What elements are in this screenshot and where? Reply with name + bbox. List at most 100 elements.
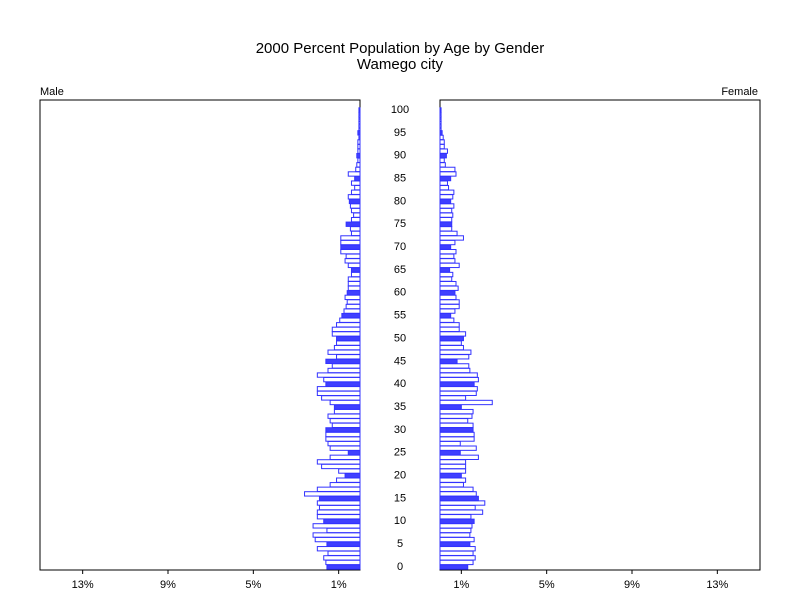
- bar: [439, 248, 457, 255]
- bar: [331, 331, 361, 337]
- bar: [439, 185, 450, 191]
- bar: [349, 226, 361, 232]
- bar: [439, 244, 452, 250]
- bar: [333, 344, 361, 351]
- bar: [439, 322, 460, 328]
- y-tick-label: 100: [391, 104, 409, 116]
- bar: [333, 404, 361, 410]
- y-tick-label: 25: [394, 447, 406, 459]
- bar: [345, 253, 361, 259]
- bar: [356, 153, 361, 159]
- bar: [439, 555, 476, 561]
- y-tick-label: 40: [394, 378, 406, 390]
- bar: [439, 226, 453, 232]
- bar: [312, 523, 361, 529]
- bar: [354, 185, 361, 191]
- bar: [325, 436, 361, 442]
- bar: [340, 239, 361, 246]
- bar: [314, 536, 361, 543]
- bar: [336, 477, 361, 483]
- bar: [439, 367, 471, 374]
- bar: [350, 189, 361, 195]
- bar: [439, 450, 461, 456]
- bar: [321, 463, 361, 470]
- bar: [439, 532, 471, 538]
- bar: [345, 303, 361, 310]
- bar: [439, 468, 467, 474]
- bar: [439, 166, 456, 173]
- bar: [326, 527, 361, 534]
- bar: [358, 134, 361, 141]
- bar: [439, 395, 467, 401]
- bar: [439, 559, 474, 566]
- bar: [331, 326, 361, 333]
- x-tick-label: 1%: [331, 579, 347, 591]
- bar: [323, 376, 361, 383]
- y-tick-label: 80: [394, 195, 406, 207]
- bar: [331, 422, 361, 429]
- bar: [340, 244, 361, 250]
- bar: [347, 450, 361, 456]
- bar: [357, 139, 361, 145]
- x-tick-label: 13%: [72, 579, 94, 591]
- bar: [355, 166, 361, 173]
- bar: [353, 212, 361, 218]
- bar: [439, 303, 460, 310]
- bar: [439, 189, 455, 195]
- bar: [358, 107, 361, 113]
- bar: [358, 125, 361, 131]
- bar: [439, 500, 486, 506]
- bar: [439, 454, 479, 460]
- bar: [439, 317, 455, 323]
- bar: [326, 541, 361, 547]
- bar: [326, 564, 361, 570]
- bar: [316, 459, 361, 465]
- bar: [340, 235, 361, 241]
- bar: [336, 340, 361, 346]
- bar: [358, 116, 361, 122]
- bar: [439, 230, 458, 237]
- bar: [439, 143, 445, 150]
- x-tick-label: 1%: [453, 579, 469, 591]
- bar: [439, 459, 467, 465]
- bar: [439, 495, 479, 502]
- bar: [439, 358, 458, 365]
- bar: [325, 358, 361, 365]
- panel-label: Male: [40, 86, 64, 98]
- bar: [439, 207, 453, 214]
- y-tick-label: 95: [394, 127, 406, 139]
- bar: [439, 235, 464, 241]
- bar: [350, 271, 361, 278]
- bar: [348, 198, 361, 205]
- x-tick-label: 5%: [245, 579, 261, 591]
- bar: [439, 212, 454, 218]
- bar: [323, 518, 361, 524]
- bar: [329, 399, 361, 406]
- bar: [439, 262, 460, 269]
- bar: [439, 564, 469, 570]
- bar: [439, 440, 461, 447]
- bar: [439, 253, 455, 259]
- bar: [339, 317, 361, 323]
- y-tick-label: 45: [394, 355, 406, 367]
- bar: [347, 285, 361, 291]
- bar: [439, 390, 477, 397]
- bar: [439, 116, 442, 122]
- bar: [343, 308, 361, 314]
- bar: [344, 472, 361, 479]
- bar: [439, 418, 469, 424]
- bar: [439, 509, 484, 515]
- bar: [318, 504, 361, 511]
- bar: [347, 262, 361, 269]
- y-tick-label: 90: [394, 150, 406, 162]
- bar: [439, 285, 459, 291]
- bar: [357, 148, 361, 154]
- bar: [439, 271, 454, 278]
- bar: [316, 546, 361, 552]
- bar: [439, 171, 457, 177]
- bar: [327, 550, 361, 556]
- bar: [439, 354, 470, 360]
- bar: [327, 440, 361, 447]
- bar: [439, 408, 474, 415]
- bar: [325, 559, 361, 566]
